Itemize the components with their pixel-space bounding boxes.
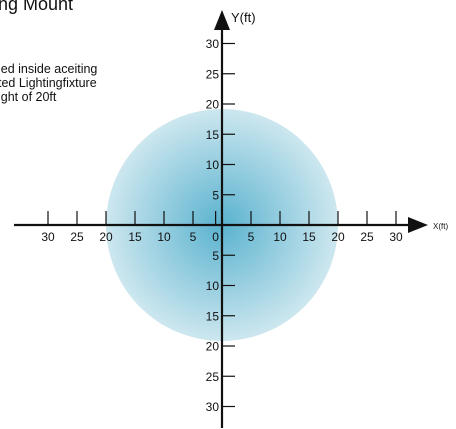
x-tick-label: 15 <box>302 230 316 244</box>
y-axis-arrow-icon <box>214 10 230 30</box>
x-tick-label: 20 <box>331 230 345 244</box>
x-tick-label: 15 <box>128 230 142 244</box>
x-tick-label: 10 <box>273 230 287 244</box>
x-axis-ticks: 30 25 20 15 10 5 0 5 10 15 20 25 30 <box>41 211 403 244</box>
x-tick-label: 5 <box>190 230 197 244</box>
y-tick-label: 20 <box>206 98 220 112</box>
description-line: ight of 20ft <box>0 90 57 104</box>
y-tick-label: 15 <box>206 309 220 323</box>
y-tick-label: 5 <box>212 249 219 263</box>
y-tick-label: 25 <box>206 67 220 81</box>
diagram-description: led inside aceiting ted Lightingfixture … <box>0 62 97 104</box>
y-axis-ticks: 30 25 20 15 10 5 5 10 15 20 25 30 <box>206 37 235 414</box>
x-tick-label: 30 <box>389 230 403 244</box>
y-tick-label: 15 <box>206 128 220 142</box>
y-tick-label: 20 <box>206 340 220 354</box>
description-line: ted Lightingfixture <box>0 76 97 90</box>
y-tick-label: 10 <box>206 279 220 293</box>
y-tick-label: 5 <box>212 188 219 202</box>
y-tick-label: 25 <box>206 370 220 384</box>
origin-label: 0 <box>212 230 219 244</box>
x-tick-label: 25 <box>70 230 84 244</box>
x-tick-label: 5 <box>248 230 255 244</box>
description-line: led inside aceiting <box>0 62 98 76</box>
y-tick-label: 30 <box>206 37 220 51</box>
y-axis-label: Y(ft) <box>231 10 256 25</box>
x-tick-label: 30 <box>41 230 55 244</box>
x-tick-label: 20 <box>99 230 113 244</box>
x-tick-label: 25 <box>360 230 374 244</box>
diagram-title: ng Mount <box>0 0 74 14</box>
x-axis-arrow-icon <box>408 217 428 233</box>
y-tick-label: 30 <box>206 400 220 414</box>
y-tick-label: 10 <box>206 158 220 172</box>
x-axis-label: X(ft) <box>433 222 448 231</box>
x-tick-label: 10 <box>157 230 171 244</box>
